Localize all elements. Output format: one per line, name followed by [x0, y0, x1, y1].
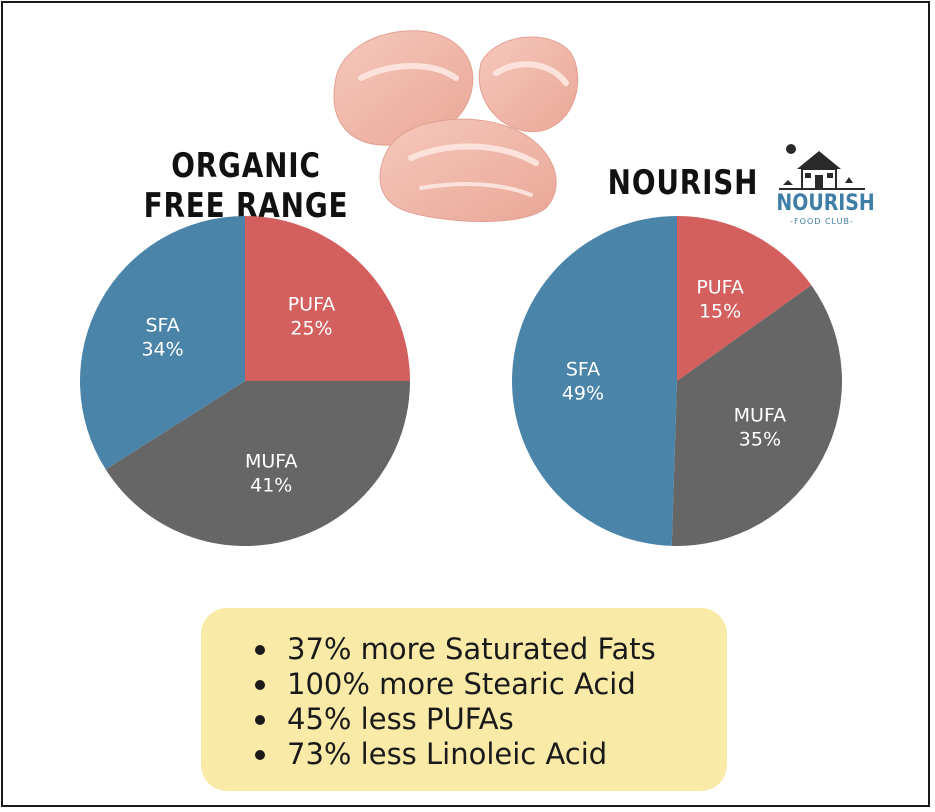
slice-label-name: SFA	[145, 315, 179, 337]
summary-item-text: 73% less Linoleic Acid	[287, 737, 608, 771]
summary-box: 37% more Saturated Fats 100% more Steari…	[201, 608, 727, 791]
summary-item-text: 37% more Saturated Fats	[287, 632, 656, 666]
bullet-icon	[255, 715, 265, 725]
pie-slice-pufa-organic	[245, 216, 410, 381]
pie-slice-mufa-organic	[105, 381, 411, 546]
pie-slice-mufa-nourish	[671, 285, 843, 547]
bullet-icon	[255, 645, 265, 655]
summary-item: 45% less PUFAs	[255, 702, 656, 737]
slice-label-name: SFA	[566, 359, 600, 381]
summary-item-text: 100% more Stearic Acid	[287, 667, 636, 701]
slice-label-name: PUFA	[288, 293, 336, 315]
chart-title-organic: ORGANIC FREE RANGE	[143, 146, 349, 226]
chart-title-nourish: NOURISH	[607, 163, 759, 203]
summary-list: 37% more Saturated Fats 100% more Steari…	[255, 632, 656, 772]
bullet-icon	[255, 750, 265, 760]
summary-item-text: 45% less PUFAs	[287, 702, 514, 736]
slice-label-value: 41%	[250, 474, 292, 496]
logo-subtitle: -FOOD CLUB-	[790, 217, 854, 226]
chicken-thighs-image	[333, 30, 579, 222]
bullet-icon	[255, 680, 265, 690]
summary-item: 100% more Stearic Acid	[255, 667, 656, 702]
slice-label-value: 49%	[562, 383, 604, 405]
pie-slice-sfa-organic	[79, 216, 245, 470]
slice-label-name: PUFA	[696, 276, 744, 298]
slice-label-value: 34%	[141, 339, 183, 361]
slice-label-value: 25%	[290, 317, 332, 339]
slice-label-value: 35%	[739, 428, 781, 450]
pie-slice-pufa-nourish	[677, 216, 812, 381]
logo-wordmark: NOURISH	[776, 191, 875, 216]
summary-item: 73% less Linoleic Acid	[255, 737, 656, 772]
slice-label-name: MUFA	[245, 450, 297, 472]
slice-label-name: MUFA	[734, 404, 786, 426]
summary-item: 37% more Saturated Fats	[255, 632, 656, 667]
slice-label-value: 15%	[699, 300, 741, 322]
pie-slice-sfa-nourish	[512, 216, 677, 546]
nourish-food-club-logo: NOURISH -FOOD CLUB-	[769, 139, 875, 233]
farmhouse-icon	[779, 144, 865, 190]
